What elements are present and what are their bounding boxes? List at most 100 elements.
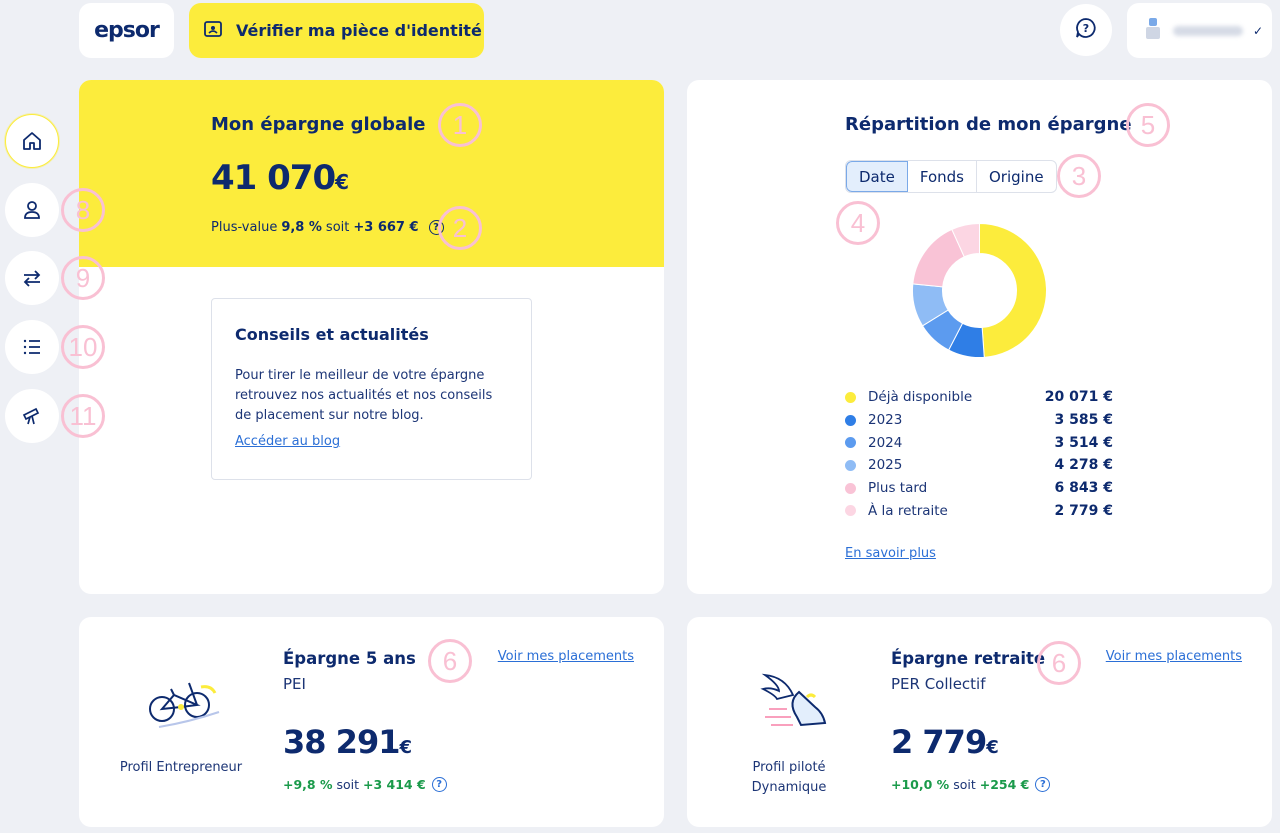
per-profile-line2: Dynamique [751, 780, 827, 795]
nav-projects[interactable] [5, 389, 59, 443]
legend-label: À la retraite [868, 502, 948, 519]
legend-dot [845, 437, 856, 449]
telescope-icon [22, 407, 40, 425]
user-name-blurred [1173, 25, 1243, 36]
per-amount-value: 2 779 [891, 723, 987, 761]
chart-legend: Déjà disponible 20 071 € 2023 3 585 € 2024 3 … [845, 386, 1113, 522]
global-amount: 41 070€ [211, 158, 349, 198]
tab-fonds[interactable]: Fonds [908, 161, 977, 192]
gain-mid: soit [325, 220, 350, 235]
repartition-tabs: Date Fonds Origine [845, 160, 1057, 193]
svg-text:?: ? [1083, 22, 1089, 35]
legend-value: 3 514 € [1054, 434, 1113, 451]
per-card: Profil piloté Dynamique Épargne retraite… [687, 617, 1272, 827]
nav-transfers[interactable] [5, 251, 59, 305]
annotation-marker: 6 [428, 639, 472, 683]
gain-pct: 9,8 % [281, 220, 322, 235]
pei-profile: Profil Entrepreneur [119, 760, 243, 775]
gain-prefix: Plus-value [211, 220, 278, 235]
per-perf-amount: +254 € [979, 777, 1030, 792]
tab-origine[interactable]: Origine [988, 167, 1044, 186]
per-subtitle: PER Collectif [891, 675, 986, 693]
legend-label: 2025 [868, 457, 903, 474]
home-icon [23, 132, 41, 150]
question-icon[interactable]: ? [1035, 777, 1051, 792]
nav-profile[interactable] [5, 183, 59, 237]
pei-perf-amount: +3 414 € [363, 777, 426, 792]
legend-value: 20 071 € [1044, 389, 1113, 406]
per-performance: +10,0 % soit +254 € ? [891, 777, 1051, 792]
question-icon[interactable]: ? [431, 777, 447, 792]
legend-row: Plus tard 6 843 € [845, 477, 1113, 500]
global-title: Mon épargne globale [211, 114, 426, 135]
repartition-title: Répartition de mon épargne [845, 114, 1132, 135]
per-amount: 2 779€ [891, 723, 999, 761]
learn-more-link[interactable]: En savoir plus [845, 546, 936, 561]
winged-shoe-illustration [760, 673, 827, 727]
help-button[interactable]: ? [1060, 4, 1112, 56]
legend-row: 2025 4 278 € [845, 454, 1113, 477]
per-profile: Profil piloté Dynamique [709, 758, 869, 798]
chevron-down-icon: ✓ [1253, 23, 1264, 38]
per-perf-pct: +10,0 % [891, 777, 950, 792]
legend-label: Plus tard [868, 480, 928, 497]
donut-chart [912, 223, 1047, 358]
per-profile-line1: Profil piloté [752, 760, 826, 775]
per-investments-link[interactable]: Voir mes placements [1105, 649, 1242, 664]
pei-performance: +9,8 % soit +3 414 € ? [283, 777, 447, 792]
pei-perf-mid: soit [336, 777, 360, 792]
advice-box: Conseils et actualités Pour tirer le mei… [211, 298, 532, 480]
bicycle-illustration [149, 682, 220, 728]
annotation-marker: 10 [61, 325, 105, 369]
global-summary: Mon épargne globale 41 070€ Plus-value 9… [79, 80, 664, 267]
pei-card: Profil Entrepreneur Épargne 5 ans PEI Vo… [79, 617, 664, 827]
blog-link[interactable]: Accéder au blog [235, 434, 341, 449]
logo-text: epsor [94, 18, 160, 43]
annotation-marker: 9 [61, 256, 105, 300]
tab-date[interactable]: Date [846, 161, 908, 192]
gain-amount: +3 667 € [353, 220, 419, 235]
legend-value: 6 843 € [1054, 480, 1113, 497]
top-bar: epsor Vérifier ma pièce d'identité ? ✓ [0, 0, 1280, 62]
annotation-marker: 5 [1126, 103, 1170, 147]
per-currency: € [986, 737, 998, 758]
legend-dot [845, 505, 856, 517]
annotation-marker: 4 [836, 201, 880, 245]
user-menu[interactable]: ✓ [1127, 3, 1272, 58]
global-gain: Plus-value 9,8 % soit +3 667 € ? [211, 220, 444, 235]
pei-amount-value: 38 291 [283, 723, 400, 761]
arrows-exchange-icon [23, 270, 41, 287]
legend-dot [845, 482, 856, 494]
id-card-icon [204, 20, 222, 41]
pei-amount: 38 291€ [283, 723, 412, 761]
advice-title: Conseils et actualités [235, 325, 429, 344]
per-perf-mid: soit [953, 777, 976, 792]
pei-investments-link[interactable]: Voir mes placements [497, 649, 634, 664]
pei-perf-pct: +9,8 % [283, 777, 333, 792]
list-icon [23, 339, 40, 355]
nav-home[interactable] [5, 114, 59, 168]
pei-subtitle: PEI [283, 675, 306, 693]
donut-slice-5 [951, 223, 980, 258]
legend-label: 2024 [868, 434, 903, 451]
logo[interactable]: epsor [79, 3, 174, 58]
legend-value: 2 779 € [1054, 502, 1113, 519]
legend-row: 2023 3 585 € [845, 409, 1113, 432]
chat-help-icon: ? [1074, 16, 1098, 44]
legend-dot [845, 414, 856, 426]
nav-operations[interactable] [5, 320, 59, 374]
annotation-marker: 3 [1057, 154, 1101, 198]
donut-slice-0 [979, 223, 1047, 358]
annotation-marker: 1 [438, 103, 482, 147]
per-title: Épargne retraite [891, 649, 1046, 668]
global-savings-card: Mon épargne globale 41 070€ Plus-value 9… [79, 80, 664, 594]
legend-dot [845, 459, 856, 471]
advice-text: Pour tirer le meilleur de votre épargne … [235, 368, 493, 423]
pei-title: Épargne 5 ans [283, 649, 416, 668]
annotation-marker: 8 [61, 188, 105, 232]
verify-id-button[interactable]: Vérifier ma pièce d'identité [189, 3, 484, 58]
annotation-marker: 2 [438, 206, 482, 250]
global-amount-value: 41 070 [211, 158, 336, 198]
legend-label: 2023 [868, 412, 903, 429]
legend-row: 2024 3 514 € [845, 431, 1113, 454]
